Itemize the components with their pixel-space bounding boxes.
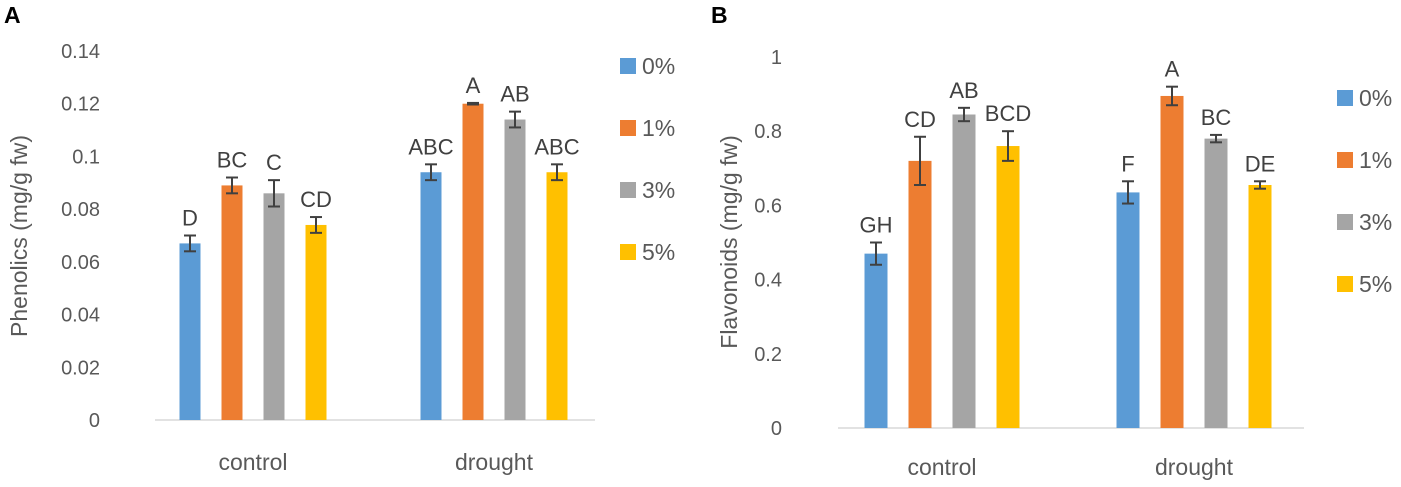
ytick-label: 0 [771, 418, 782, 440]
error-bar [425, 163, 437, 182]
panel-a-letter: A [4, 2, 21, 28]
ytick-label: 0.12 [61, 94, 100, 116]
legend: 0% 1% 3% 5% [620, 53, 675, 265]
category-label: drought [455, 449, 534, 475]
bar-drought-3pct [504, 119, 526, 421]
legend-swatch [620, 244, 636, 260]
error-bar [184, 234, 196, 253]
significance-letter: GH [860, 213, 893, 238]
significance-letter: A [1165, 57, 1180, 82]
significance-letter: BC [217, 148, 248, 173]
bar-control-5pct [996, 146, 1020, 429]
legend-swatch [620, 58, 636, 74]
error-bar [467, 101, 479, 106]
significance-letter: BC [1201, 105, 1232, 130]
significance-letter: CD [904, 107, 936, 132]
bar-drought-1pct [462, 103, 484, 420]
legend-swatch [620, 120, 636, 136]
ytick-label: 0.1 [72, 146, 100, 168]
ytick-label: 0.08 [61, 199, 100, 221]
significance-letter: F [1121, 151, 1134, 176]
significance-letter: CD [300, 187, 332, 212]
error-bar [509, 110, 521, 129]
legend-label: 3% [1359, 209, 1392, 235]
y-axis-label: Flavonoids (mg/g fw) [716, 135, 742, 348]
error-bar [310, 216, 322, 234]
ytick-label: 0.2 [754, 344, 782, 366]
ytick-label: 0.4 [754, 270, 782, 292]
bar-drought-0pct [1116, 192, 1140, 428]
error-bar [870, 241, 882, 266]
legend-label: 1% [1359, 147, 1392, 173]
category-label: control [907, 454, 976, 480]
legend-label: 5% [642, 239, 675, 265]
bar-control-0pct [864, 253, 888, 428]
bar-control-3pct [263, 193, 285, 420]
legend-swatch [1337, 152, 1353, 168]
legend-swatch [1337, 214, 1353, 230]
ytick-label: 0.04 [61, 305, 100, 327]
error-bar [268, 179, 280, 208]
significance-letter: AB [949, 78, 978, 103]
significance-letter: BCD [985, 101, 1031, 126]
ytick-label: 0.02 [61, 357, 100, 379]
ytick-label: 0.14 [61, 41, 100, 63]
bar-control-3pct [952, 114, 976, 428]
bar-drought-3pct [1204, 138, 1228, 428]
error-bar [1002, 130, 1014, 162]
significance-letter: C [266, 150, 282, 175]
error-bar [226, 176, 238, 195]
significance-letter: ABC [408, 134, 453, 159]
bar-drought-5pct [546, 172, 568, 420]
error-bar [1210, 133, 1222, 144]
bar-control-0pct [179, 243, 201, 420]
ytick-label: 0.6 [754, 195, 782, 217]
significance-letter: D [182, 206, 198, 231]
error-bar [1254, 180, 1266, 190]
legend-label: 0% [642, 53, 675, 79]
panel-a-chart: 0 0.02 0.04 0.06 0.08 0.1 0.12 0.14 Phenolics (m… [6, 41, 675, 475]
significance-letter: ABC [534, 134, 579, 159]
error-bar [551, 163, 563, 182]
legend-label: 0% [1359, 85, 1392, 111]
category-label: drought [1155, 454, 1234, 480]
legend-swatch [1337, 276, 1353, 292]
error-bar [958, 106, 970, 123]
ytick-label: 1 [771, 47, 782, 69]
significance-letter: DE [1245, 151, 1276, 176]
category-label: control [218, 449, 287, 475]
error-bar [1166, 85, 1178, 107]
legend: 0% 1% 3% 5% [1337, 85, 1392, 297]
bar-drought-1pct [1160, 95, 1184, 428]
ytick-label: 0.8 [754, 121, 782, 143]
ytick-label: 0.06 [61, 252, 100, 274]
ytick-label: 0 [89, 410, 100, 432]
legend-label: 1% [642, 115, 675, 141]
legend-label: 3% [642, 177, 675, 203]
bar-drought-5pct [1248, 184, 1272, 428]
legend-swatch [620, 182, 636, 198]
legend-swatch [1337, 90, 1353, 106]
bar-control-1pct [221, 185, 243, 420]
bar-control-5pct [305, 224, 327, 420]
panel-b-letter: B [711, 2, 728, 28]
bar-control-1pct [908, 160, 932, 428]
significance-letter: AB [500, 82, 529, 107]
significance-letter: A [466, 73, 481, 98]
legend-label: 5% [1359, 271, 1392, 297]
error-bar [1122, 180, 1134, 205]
error-bar [914, 135, 926, 186]
bar-drought-0pct [420, 172, 442, 420]
y-axis-label: Phenolics (mg/g fw) [6, 135, 32, 337]
